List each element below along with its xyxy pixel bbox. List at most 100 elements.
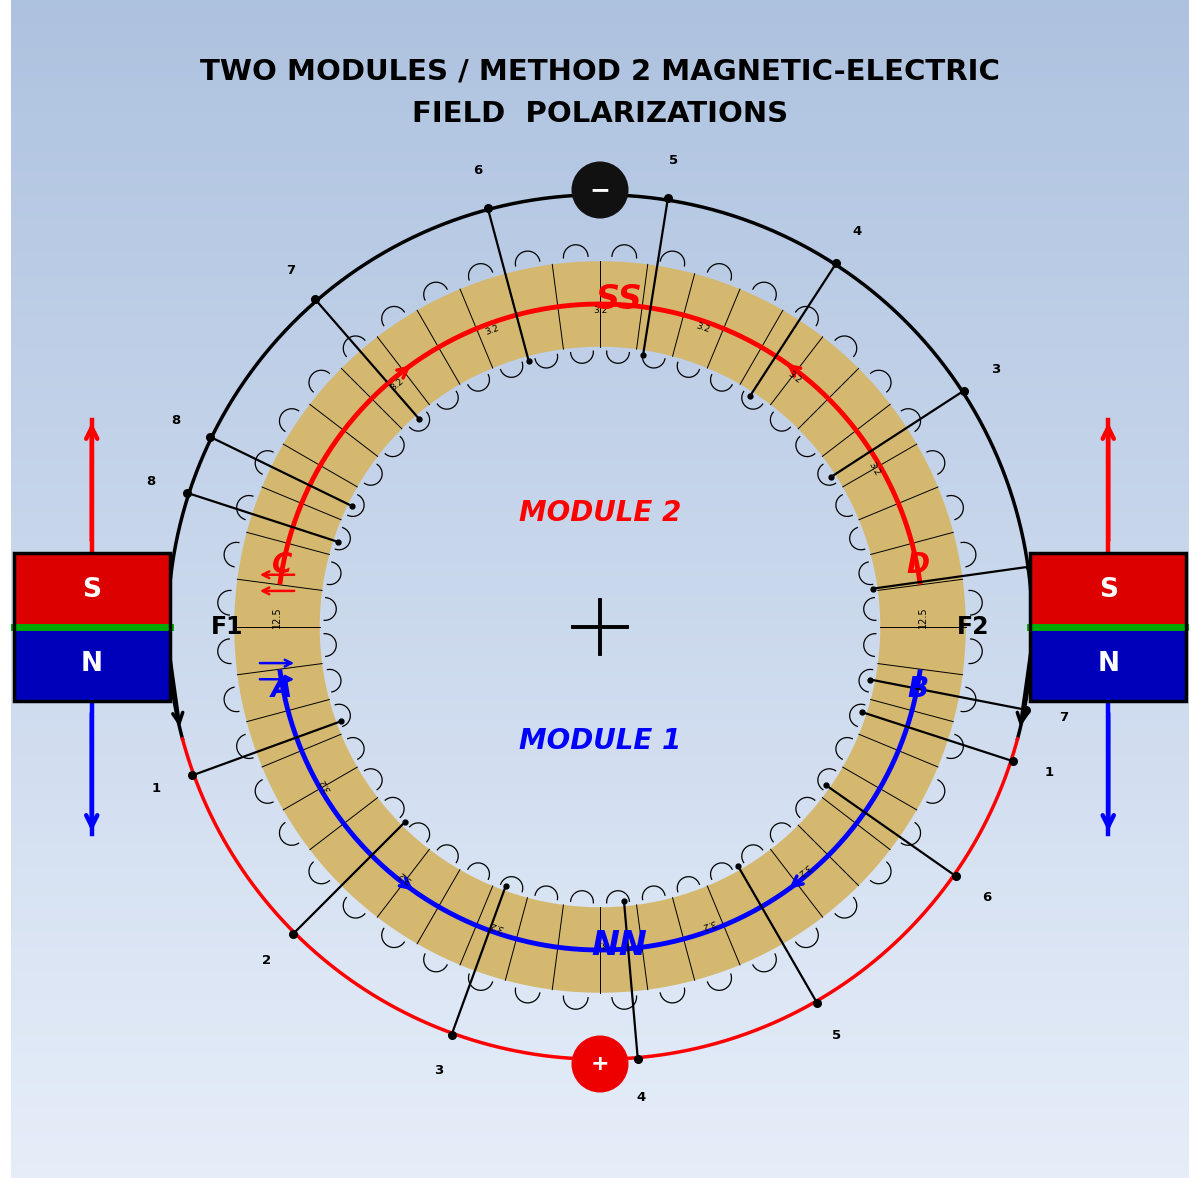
Bar — [11, 348, 1189, 353]
Text: 3.2: 3.2 — [593, 939, 607, 948]
Text: 3.2: 3.2 — [700, 918, 716, 931]
Bar — [11, 424, 1189, 430]
Text: 3.2: 3.2 — [488, 920, 505, 933]
Bar — [11, 141, 1189, 147]
Bar — [11, 1137, 1189, 1143]
Bar — [11, 77, 1189, 82]
Bar — [11, 300, 1189, 306]
Bar — [11, 112, 1189, 118]
Bar — [11, 942, 1189, 948]
Bar — [11, 830, 1189, 836]
Bar — [11, 536, 1189, 542]
Bar — [11, 283, 1189, 289]
Text: 12.5: 12.5 — [918, 607, 928, 628]
Bar — [11, 907, 1189, 913]
Bar — [11, 1066, 1189, 1072]
Bar — [11, 200, 1189, 206]
Bar — [11, 772, 1189, 777]
Bar — [11, 1149, 1189, 1154]
Text: 3.2: 3.2 — [593, 306, 607, 316]
Text: 8: 8 — [146, 475, 156, 488]
Bar — [11, 188, 1189, 194]
Bar — [11, 324, 1189, 330]
Bar — [11, 507, 1189, 512]
Bar — [11, 88, 1189, 94]
Bar — [11, 1054, 1189, 1060]
Bar — [11, 878, 1189, 884]
Bar — [11, 624, 1189, 630]
Bar — [11, 577, 1189, 583]
Bar — [11, 707, 1189, 713]
Bar — [11, 901, 1189, 907]
Bar — [11, 454, 1189, 459]
Bar — [11, 931, 1189, 937]
Bar — [11, 754, 1189, 760]
Bar — [11, 530, 1189, 536]
Bar — [11, 59, 1189, 65]
Bar — [11, 589, 1189, 595]
Text: 7: 7 — [1058, 710, 1068, 723]
Bar — [11, 371, 1189, 377]
Bar — [11, 595, 1189, 601]
Polygon shape — [234, 262, 966, 993]
Bar — [11, 271, 1189, 277]
Bar — [11, 866, 1189, 872]
Bar — [11, 542, 1189, 548]
Bar — [11, 477, 1189, 483]
Bar — [11, 919, 1189, 925]
Text: SS: SS — [595, 283, 642, 316]
Bar — [11, 294, 1189, 300]
Bar — [11, 312, 1189, 318]
Bar — [11, 660, 1189, 666]
Bar — [11, 1031, 1189, 1037]
Bar — [11, 884, 1189, 889]
Bar — [11, 1107, 1189, 1113]
Text: −: − — [589, 178, 611, 201]
Bar — [11, 12, 1189, 18]
Bar — [11, 471, 1189, 477]
Bar — [11, 412, 1189, 418]
Bar — [11, 937, 1189, 942]
Bar — [11, 1090, 1189, 1096]
Text: 8: 8 — [172, 413, 180, 426]
Bar — [11, 836, 1189, 842]
Bar — [11, 995, 1189, 1001]
Bar — [11, 383, 1189, 389]
Bar — [11, 483, 1189, 489]
Bar — [11, 159, 1189, 165]
Bar — [11, 29, 1189, 35]
Bar — [1031, 552, 1186, 627]
Bar — [11, 171, 1189, 177]
Bar — [11, 554, 1189, 560]
Bar — [11, 766, 1189, 772]
Bar — [11, 1160, 1189, 1166]
Bar — [11, 1048, 1189, 1054]
Bar — [11, 789, 1189, 795]
Bar — [11, 1001, 1189, 1007]
Bar — [11, 0, 1189, 6]
Bar — [11, 1101, 1189, 1107]
Text: TWO MODULES / METHOD 2 MAGNETIC-ELECTRIC: TWO MODULES / METHOD 2 MAGNETIC-ELECTRIC — [200, 58, 1000, 85]
Bar — [11, 306, 1189, 312]
Text: C: C — [271, 551, 292, 580]
Bar — [11, 848, 1189, 854]
Bar — [11, 1154, 1189, 1160]
Bar — [11, 548, 1189, 554]
Bar — [11, 336, 1189, 342]
Text: 3.2: 3.2 — [794, 861, 811, 878]
Bar — [11, 795, 1189, 801]
Bar — [11, 925, 1189, 931]
Text: 5: 5 — [670, 154, 678, 167]
Circle shape — [571, 1035, 629, 1092]
Bar — [11, 501, 1189, 507]
Bar — [11, 618, 1189, 624]
Bar — [11, 6, 1189, 12]
Text: FIELD  POLARIZATIONS: FIELD POLARIZATIONS — [412, 100, 788, 128]
Text: MODULE 2: MODULE 2 — [518, 499, 682, 527]
Text: NN: NN — [592, 928, 647, 961]
Text: 1: 1 — [151, 782, 161, 795]
Bar — [11, 1084, 1189, 1090]
Text: 3: 3 — [434, 1064, 443, 1077]
Bar — [11, 212, 1189, 218]
Bar — [11, 1119, 1189, 1125]
